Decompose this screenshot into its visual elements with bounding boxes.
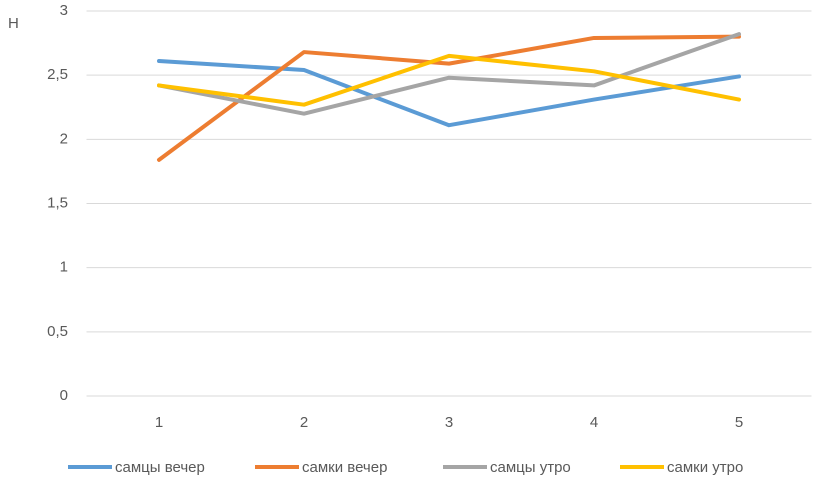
series-line <box>157 53 741 107</box>
x-tick-label: 5 <box>735 414 743 431</box>
legend-label: самцы вечер <box>115 459 205 476</box>
series-line <box>157 32 741 116</box>
y-tick-label: 2 <box>60 130 68 147</box>
series-line <box>157 59 741 128</box>
x-tick-label: 1 <box>155 414 163 431</box>
y-tick-label: 1 <box>60 259 68 276</box>
y-tick-label: 0 <box>60 387 68 404</box>
y-tick-label: 1,5 <box>47 194 68 211</box>
legend-label: самки утро <box>667 459 743 476</box>
x-tick-label: 4 <box>590 414 598 431</box>
y-tick-label: 0,5 <box>47 323 68 340</box>
y-tick-label: 2,5 <box>47 66 68 83</box>
y-axis-label: Н <box>8 15 19 32</box>
x-tick-label: 3 <box>445 414 453 431</box>
y-tick-label: 3 <box>60 2 68 19</box>
legend-label: самки вечер <box>302 459 387 476</box>
x-tick-label: 2 <box>300 414 308 431</box>
legend-label: самцы утро <box>490 459 571 476</box>
series-line <box>157 34 741 162</box>
